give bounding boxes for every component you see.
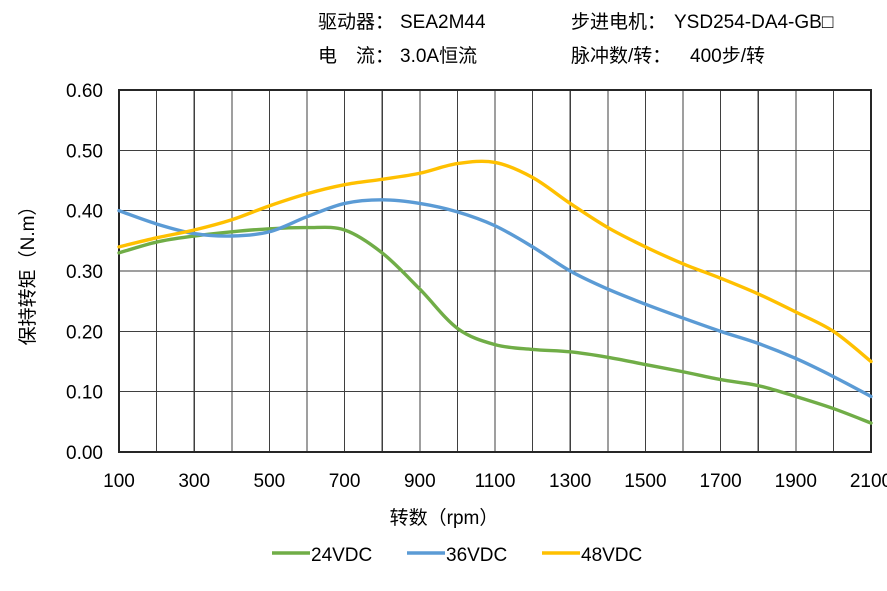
x-tick-label: 700	[329, 471, 361, 492]
x-tick-label: 1900	[775, 471, 817, 492]
x-tick-label: 1700	[699, 471, 741, 492]
x-tick-label: 900	[404, 471, 436, 492]
series-line-36vdc	[117, 198, 873, 399]
pulses-label: 脉冲数/转：	[571, 45, 671, 67]
chart-gridlines	[118, 89, 872, 453]
current-value: 3.0A恒流	[400, 45, 477, 67]
y-tick-label: 0.60	[66, 81, 103, 102]
legend-label-36vdc: 36VDC	[446, 545, 507, 566]
motor-value: YSD254-DA4-GB□	[674, 12, 834, 33]
y-tick-label: 0.10	[66, 383, 103, 404]
x-tick-label: 1100	[475, 471, 516, 492]
current-label: 电 流：	[318, 45, 394, 67]
y-axis-ticks: 0.00 0.10 0.20 0.30 0.40 0.50 0.60	[66, 81, 103, 464]
y-tick-label: 0.40	[66, 202, 103, 223]
x-tick-label: 100	[103, 471, 135, 492]
legend-label-48vdc: 48VDC	[581, 545, 642, 566]
x-tick-label: 500	[254, 471, 286, 492]
y-tick-label: 0.20	[66, 322, 103, 343]
y-tick-label: 0.50	[66, 141, 103, 162]
plot-border	[117, 88, 873, 454]
pulses-value: 400步/转	[690, 45, 765, 67]
chart-series	[117, 159, 873, 425]
x-tick-label: 2100	[850, 471, 887, 492]
x-axis-title: 转数（rpm）	[390, 507, 499, 529]
x-tick-label: 300	[178, 471, 210, 492]
x-tick-label: 1300	[549, 471, 591, 492]
driver-label: 驱动器：	[318, 11, 394, 33]
legend-label-24vdc: 24VDC	[311, 545, 372, 566]
y-tick-label: 0.00	[66, 443, 103, 464]
series-line-48vdc	[117, 159, 873, 364]
series-line-24vdc	[117, 225, 873, 425]
motor-label: 步进电机：	[571, 11, 666, 33]
x-axis-ticks: 100 300 500 700 900 1100 1300 1500 1700 1900 2100	[103, 471, 887, 492]
y-axis-title: 保持转矩（N.m）	[17, 197, 39, 346]
chart-legend: 24VDC 36VDC 48VDC	[272, 545, 642, 566]
chart-frame	[117, 88, 873, 454]
x-tick-label: 1500	[624, 471, 666, 492]
y-tick-label: 0.30	[66, 262, 103, 283]
chart-header: 驱动器： SEA2M44 电 流： 3.0A恒流 步进电机： YSD254-DA…	[318, 11, 834, 67]
driver-value: SEA2M44	[400, 12, 486, 33]
